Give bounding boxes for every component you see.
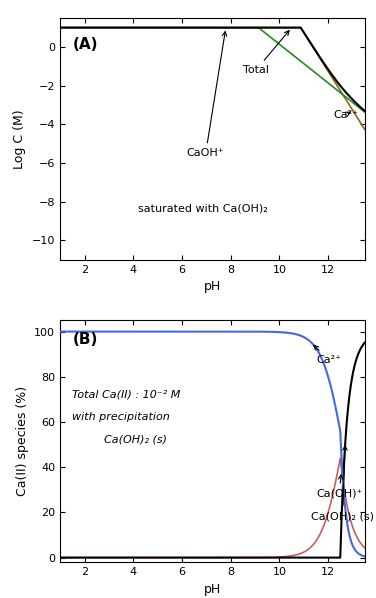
Text: (B): (B): [72, 331, 98, 347]
Text: Ca²⁺: Ca²⁺: [333, 109, 358, 120]
Text: saturated with Ca(OH)₂: saturated with Ca(OH)₂: [138, 203, 268, 213]
Text: Ca(OH)₂ (s): Ca(OH)₂ (s): [311, 446, 374, 521]
Text: Total Ca(II) : 10⁻² M: Total Ca(II) : 10⁻² M: [72, 389, 181, 399]
X-axis label: pH: pH: [204, 582, 221, 596]
Text: Ca(OH)₂ (s): Ca(OH)₂ (s): [104, 434, 167, 444]
Text: Total: Total: [243, 30, 289, 75]
X-axis label: pH: pH: [204, 280, 221, 293]
Text: with precipitation: with precipitation: [72, 411, 170, 422]
Text: CaOH⁺: CaOH⁺: [187, 32, 227, 158]
Y-axis label: Ca(II) species (%): Ca(II) species (%): [16, 386, 29, 496]
Y-axis label: Log C (M): Log C (M): [14, 109, 26, 169]
Text: (A): (A): [72, 37, 98, 52]
Text: Ca(OH)⁺: Ca(OH)⁺: [316, 475, 362, 499]
Text: Ca²⁺: Ca²⁺: [314, 345, 341, 365]
